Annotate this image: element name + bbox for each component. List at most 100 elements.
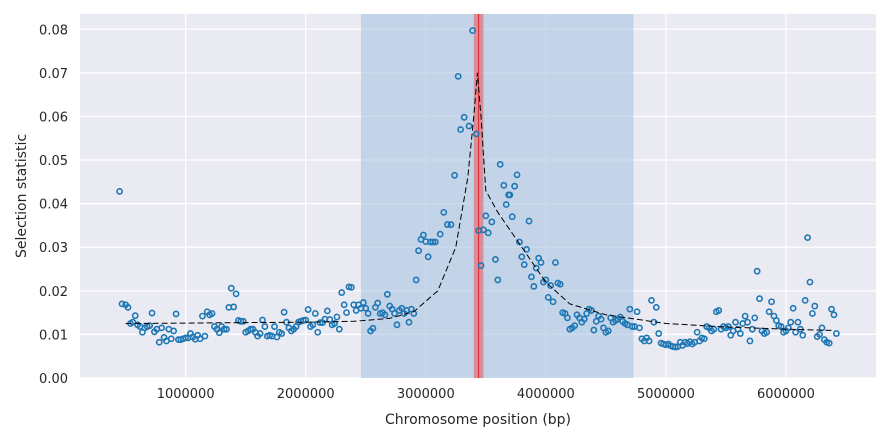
- data-point: [590, 326, 598, 334]
- data-point: [148, 309, 156, 317]
- data-point: [626, 305, 634, 313]
- highlight-regions: [360, 14, 634, 378]
- y-tick-label: 0.08: [39, 23, 68, 38]
- data-point: [261, 323, 269, 330]
- data-point: [768, 298, 775, 306]
- data-point: [323, 307, 331, 315]
- data-point: [532, 264, 540, 272]
- data-point: [787, 318, 795, 326]
- data-point: [314, 328, 322, 336]
- data-point: [256, 330, 264, 337]
- data-point: [715, 307, 723, 314]
- data-point: [552, 259, 559, 266]
- data-point: [391, 310, 398, 317]
- data-point: [828, 305, 835, 313]
- data-point: [201, 332, 209, 340]
- data-point: [440, 208, 448, 216]
- data-point: [525, 217, 533, 225]
- y-tick-label: 0.04: [39, 198, 68, 213]
- data-point: [547, 282, 555, 289]
- data-point: [405, 318, 413, 326]
- data-point: [170, 327, 178, 335]
- data-point: [415, 247, 422, 255]
- data-point: [454, 72, 462, 80]
- data-point: [172, 310, 180, 318]
- data-point: [801, 297, 809, 304]
- x-tick-label: 5000000: [637, 387, 695, 402]
- data-point: [604, 327, 612, 335]
- data-point: [364, 310, 372, 317]
- data-point: [518, 253, 526, 261]
- x-axis-label: Chromosome position (bp): [385, 412, 571, 428]
- dashed-fit-line: [125, 72, 835, 331]
- data-point: [369, 324, 377, 332]
- data-point: [347, 283, 355, 291]
- data-point: [359, 299, 367, 306]
- data-point: [488, 218, 496, 226]
- data-point: [648, 297, 655, 304]
- data-point: [484, 229, 492, 237]
- data-point: [832, 330, 840, 337]
- data-point: [652, 303, 660, 311]
- data-point: [309, 321, 317, 329]
- data-point: [424, 253, 432, 261]
- data-point: [410, 310, 418, 317]
- data-point: [457, 126, 464, 133]
- y-tick-label: 0.07: [39, 67, 68, 82]
- data-point: [131, 312, 139, 320]
- data-point: [830, 311, 838, 319]
- data-point: [496, 160, 504, 168]
- data-point: [239, 317, 247, 325]
- data-point: [732, 318, 739, 326]
- x-tick-label: 3000000: [397, 387, 455, 402]
- data-point: [763, 328, 771, 336]
- y-tick-label: 0.05: [39, 154, 68, 169]
- data-point: [628, 323, 636, 330]
- data-point: [756, 295, 763, 303]
- data-point: [508, 213, 516, 221]
- data-point: [530, 283, 538, 290]
- data-point: [167, 335, 175, 343]
- data-point: [278, 330, 286, 337]
- data-point: [804, 234, 811, 242]
- data-point: [645, 337, 653, 345]
- data-point: [746, 337, 754, 345]
- data-point: [502, 201, 510, 208]
- data-point: [794, 318, 802, 326]
- data-point: [477, 262, 485, 269]
- data-point: [806, 278, 814, 286]
- y-tick-label: 0.00: [39, 372, 68, 387]
- x-tick-label: 2000000: [277, 387, 335, 402]
- data-point: [789, 304, 797, 312]
- y-tick-label: 0.02: [39, 285, 68, 300]
- data-point: [472, 130, 480, 138]
- data-point: [443, 221, 451, 228]
- x-tick-label: 6000000: [757, 387, 815, 402]
- data-point: [482, 212, 490, 220]
- data-point: [825, 339, 833, 347]
- data-point: [792, 328, 799, 336]
- data-point: [744, 318, 751, 326]
- data-point: [460, 113, 468, 121]
- data-point: [116, 188, 124, 195]
- data-point: [338, 289, 346, 296]
- data-point: [571, 322, 579, 330]
- y-axis-ticks: 0.00 0.01 0.02 0.03 0.04 0.05 0.06 0.07 0.08: [39, 23, 68, 387]
- data-point: [343, 309, 350, 317]
- data-point: [129, 318, 137, 326]
- data-point: [469, 27, 476, 34]
- data-point: [316, 319, 324, 327]
- data-point: [374, 299, 382, 307]
- data-point: [223, 325, 230, 333]
- data-point: [124, 303, 132, 311]
- selected-region-span: [360, 14, 634, 378]
- data-point: [429, 238, 437, 246]
- data-point: [736, 330, 744, 337]
- data-point: [511, 182, 519, 190]
- data-point: [208, 310, 216, 317]
- data-point: [506, 191, 514, 199]
- data-point: [808, 310, 816, 317]
- data-point: [480, 226, 487, 234]
- data-point: [753, 267, 761, 275]
- data-point: [230, 303, 238, 311]
